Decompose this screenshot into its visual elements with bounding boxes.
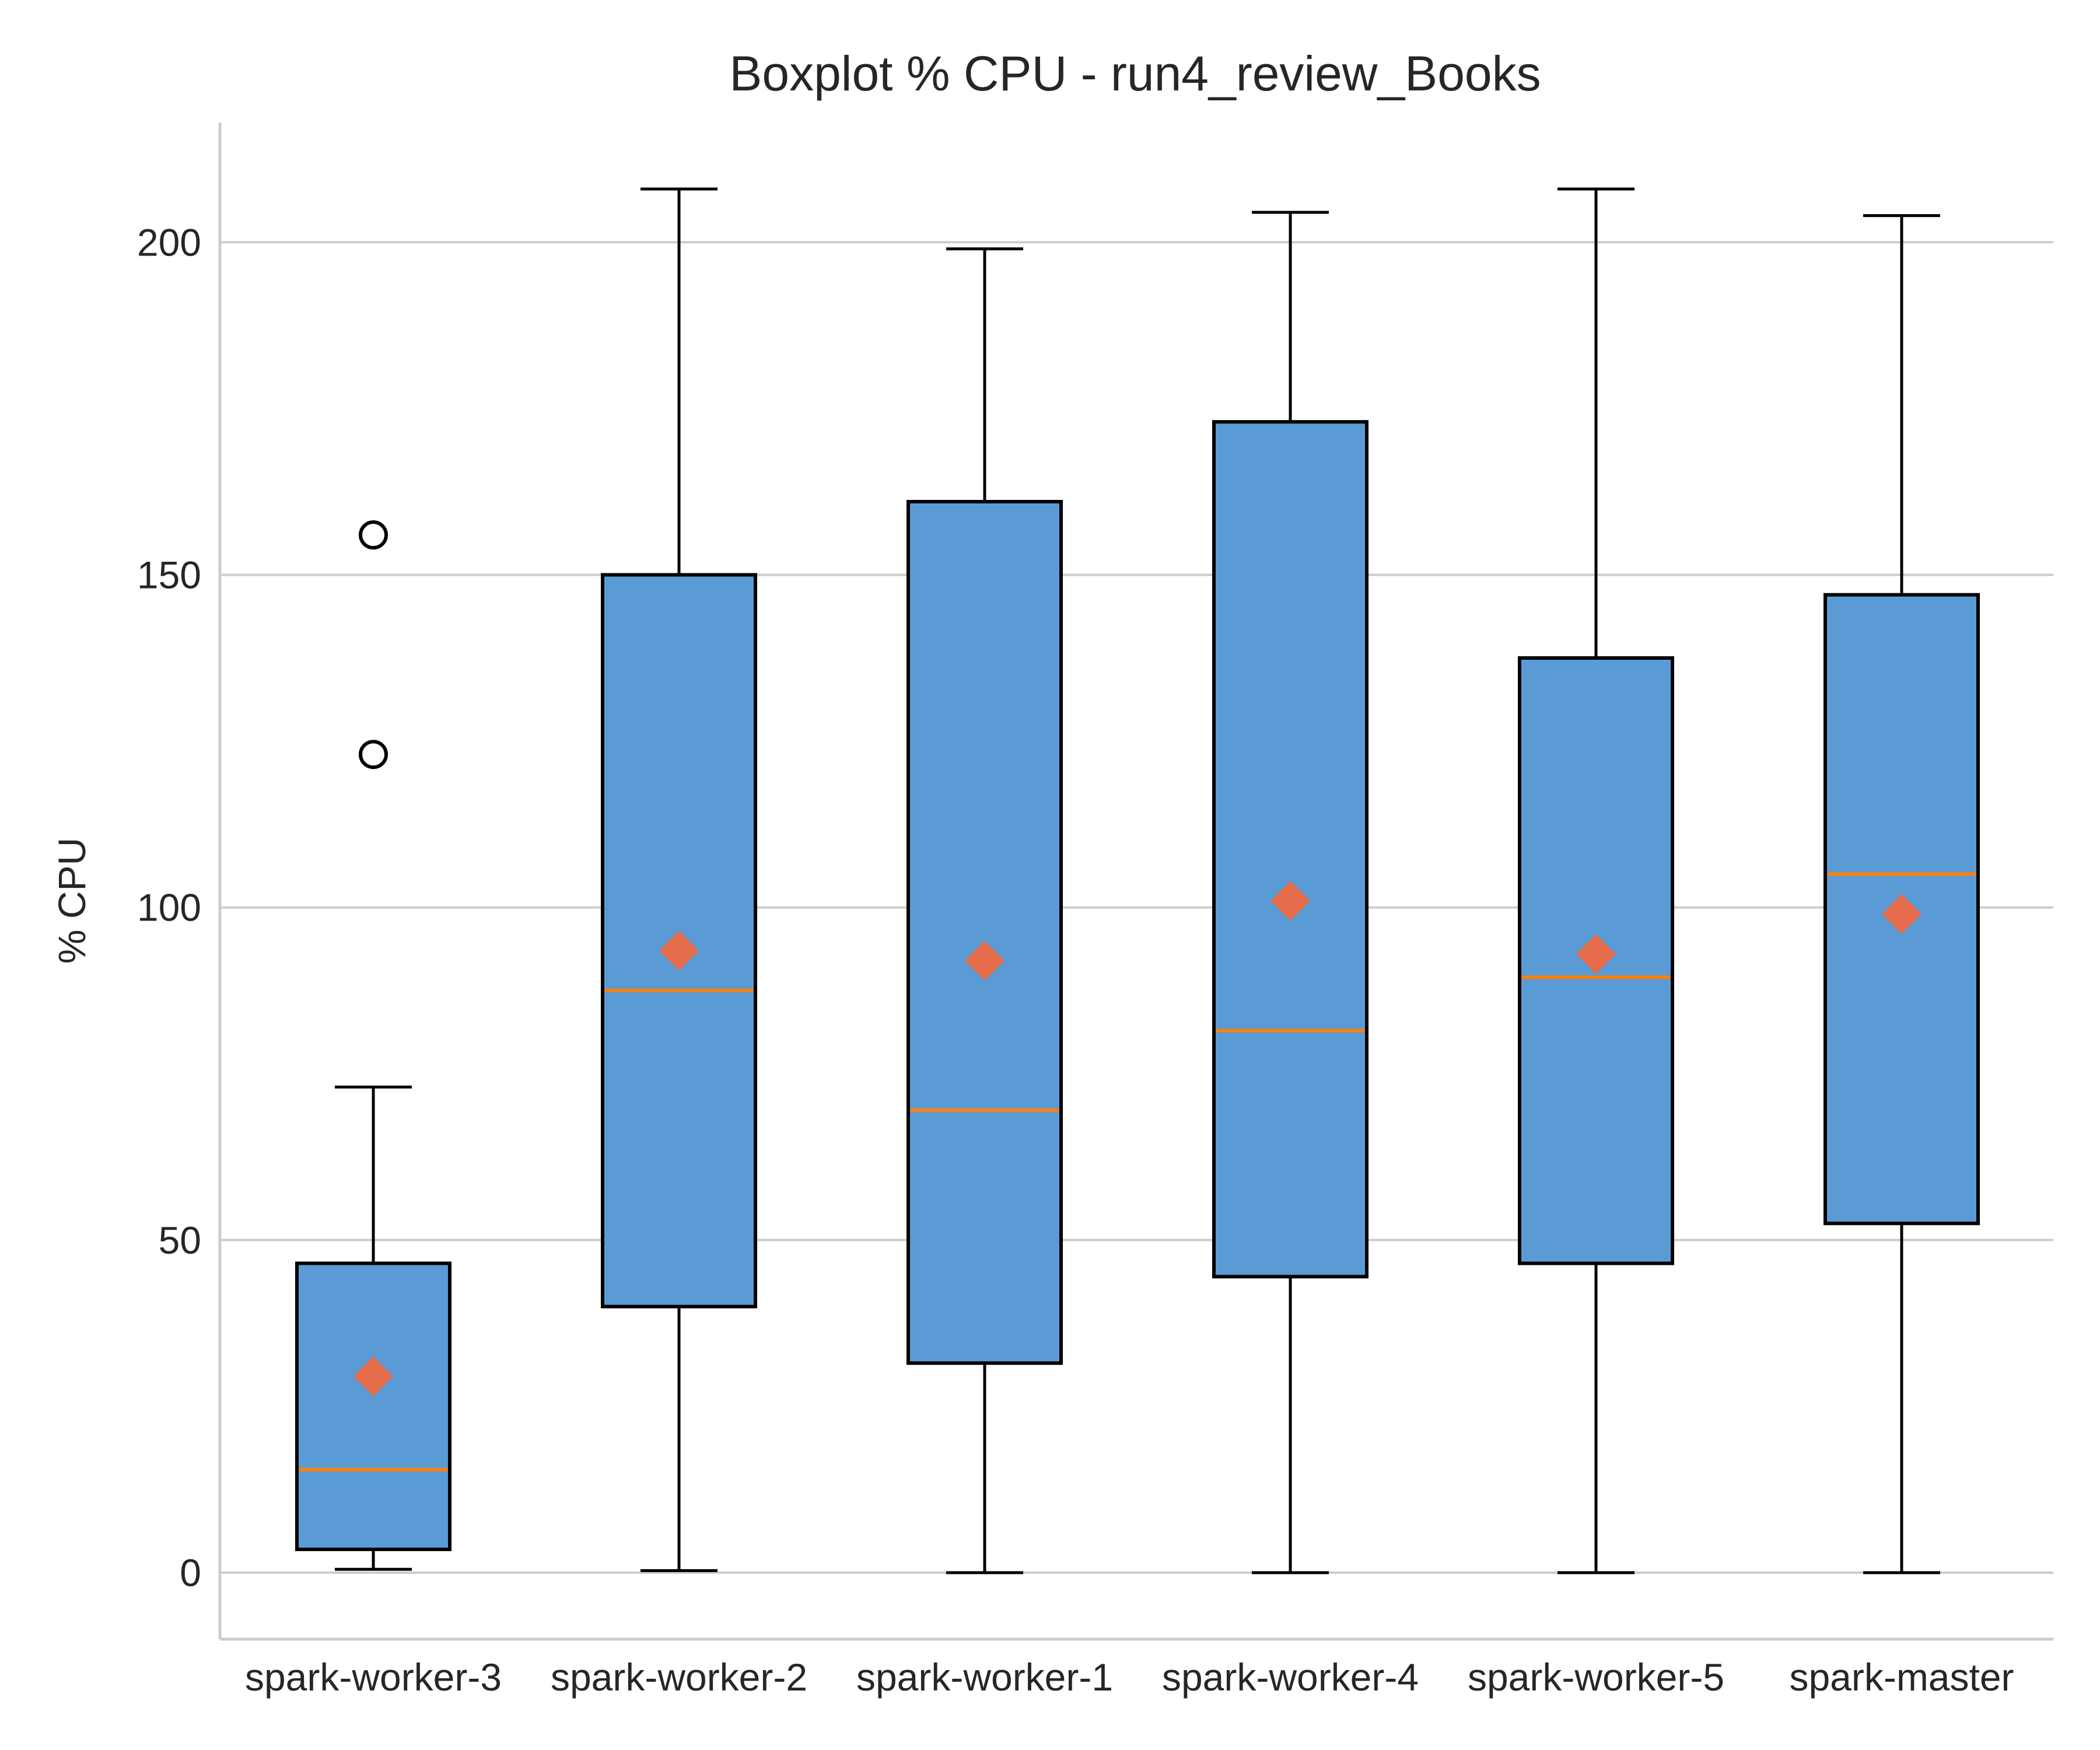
box-group	[1212, 211, 1368, 1574]
x-tick-label: spark-master	[1789, 1656, 2014, 1699]
x-tick-label: spark-worker-2	[551, 1656, 807, 1699]
box-group	[601, 187, 757, 1573]
box-iqr	[295, 1261, 452, 1552]
mean-marker	[1882, 894, 1922, 935]
x-axis-ticks: spark-worker-3 spark-worker-2 spark-worker…	[245, 1656, 2014, 1699]
x-tick-label: spark-worker-1	[856, 1656, 1113, 1699]
mean-marker	[659, 930, 699, 971]
gridlines	[220, 241, 2053, 1574]
outlier-point	[359, 520, 388, 550]
y-axis-ticks: 0 50 100 150 200	[137, 220, 201, 1594]
chart-title: Boxplot % CPU - run4_review_Books	[729, 46, 1541, 101]
x-tick-label: spark-worker-5	[1468, 1656, 1724, 1699]
box-iqr	[1212, 420, 1368, 1279]
mean-marker	[1576, 934, 1616, 974]
y-tick-label: 100	[137, 886, 201, 929]
box-iqr	[907, 500, 1063, 1365]
box-group	[1824, 214, 1980, 1574]
mean-marker	[1270, 881, 1310, 921]
box-group	[295, 520, 452, 1571]
mean-marker	[354, 1356, 393, 1396]
y-tick-label: 200	[137, 220, 201, 264]
mean-marker	[965, 940, 1005, 981]
axes-spines	[218, 123, 2053, 1641]
y-tick-label: 150	[137, 553, 201, 596]
x-tick-label: spark-worker-4	[1162, 1656, 1419, 1699]
outlier-point	[359, 740, 388, 769]
boxes	[295, 187, 1980, 1574]
y-tick-label: 50	[159, 1219, 201, 1262]
y-axis-label: % CPU	[50, 838, 93, 964]
box-group	[907, 247, 1063, 1574]
box-group	[1518, 187, 1674, 1574]
y-tick-label: 0	[180, 1551, 201, 1594]
x-tick-label: spark-worker-3	[245, 1656, 502, 1699]
